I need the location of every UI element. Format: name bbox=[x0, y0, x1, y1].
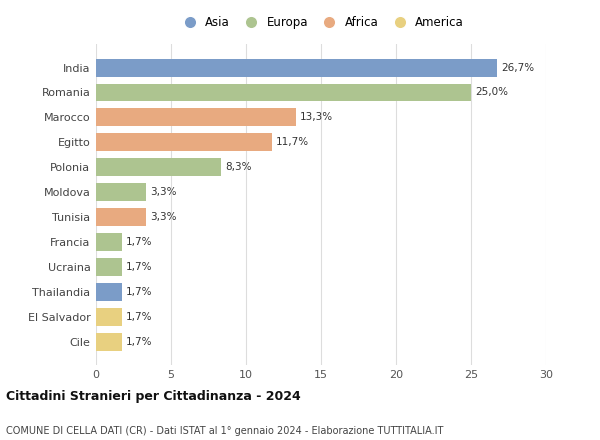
Bar bbox=[96, 283, 121, 301]
Bar bbox=[96, 333, 121, 351]
Text: 1,7%: 1,7% bbox=[126, 287, 152, 297]
Text: COMUNE DI CELLA DATI (CR) - Dati ISTAT al 1° gennaio 2024 - Elaborazione TUTTITA: COMUNE DI CELLA DATI (CR) - Dati ISTAT a… bbox=[6, 425, 443, 436]
Text: 3,3%: 3,3% bbox=[150, 212, 176, 222]
Text: Cittadini Stranieri per Cittadinanza - 2024: Cittadini Stranieri per Cittadinanza - 2… bbox=[6, 389, 301, 403]
Bar bbox=[96, 108, 296, 126]
Text: 13,3%: 13,3% bbox=[300, 112, 333, 122]
Bar bbox=[96, 183, 146, 201]
Text: 26,7%: 26,7% bbox=[501, 62, 534, 73]
Bar bbox=[96, 308, 121, 326]
Bar bbox=[96, 258, 121, 276]
Text: 1,7%: 1,7% bbox=[126, 262, 152, 272]
Legend: Asia, Europa, Africa, America: Asia, Europa, Africa, America bbox=[173, 11, 469, 34]
Text: 11,7%: 11,7% bbox=[276, 137, 309, 147]
Text: 8,3%: 8,3% bbox=[225, 162, 251, 172]
Text: 25,0%: 25,0% bbox=[476, 88, 509, 98]
Text: 3,3%: 3,3% bbox=[150, 187, 176, 197]
Text: 1,7%: 1,7% bbox=[126, 237, 152, 247]
Bar bbox=[96, 233, 121, 251]
Bar bbox=[96, 158, 221, 176]
Bar bbox=[96, 84, 471, 102]
Bar bbox=[96, 59, 497, 77]
Bar bbox=[96, 133, 271, 151]
Text: 1,7%: 1,7% bbox=[126, 337, 152, 347]
Text: 1,7%: 1,7% bbox=[126, 312, 152, 322]
Bar bbox=[96, 208, 146, 226]
